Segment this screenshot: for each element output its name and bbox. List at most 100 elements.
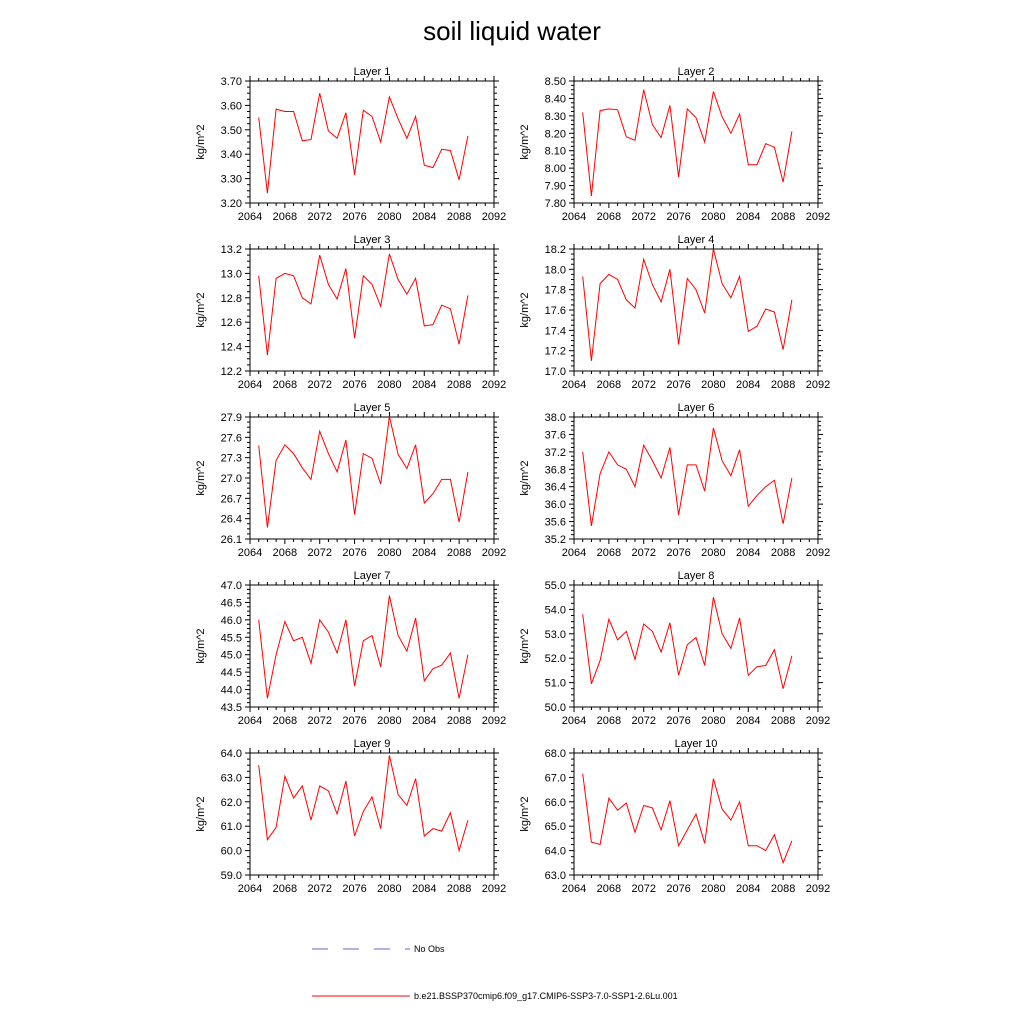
panel-2-xtick-label: 2068: [597, 211, 621, 223]
panel-6-xtick-label: 2080: [701, 547, 725, 559]
panel-4-xtick-label: 2092: [806, 379, 830, 391]
panel-8-ytick-label: 50.0: [545, 702, 566, 714]
panel-8-xtick-label: 2092: [806, 715, 830, 727]
panel-8-xtick-label: 2084: [736, 715, 760, 727]
panel-5-xtick-label: 2088: [447, 547, 471, 559]
panel-9-series-line: [258, 755, 469, 853]
panel-9-frame: [249, 752, 495, 876]
panel-8-ytick-label: 53.0: [545, 629, 566, 641]
panel-4-xtick-label: 2076: [666, 379, 690, 391]
panel-6-xtick-label: 2076: [666, 547, 690, 559]
panel-8-ytick-label: 52.0: [545, 653, 566, 665]
panel-9-ytick-label: 64.0: [221, 748, 242, 760]
panel-4-xtick-label: 2088: [771, 379, 795, 391]
panel-3-xtick-label: 2080: [377, 379, 401, 391]
panel-6: Layer 6 35.2 35.6 36.0 36.4 36.8 37.2 37.6 38.0 2…: [519, 402, 830, 559]
panel-6-ytick-label: 35.6: [545, 517, 566, 529]
panel-9: Layer 9 59.0 60.0 61.0 62.0 63.0 64.0 2064 2068 2…: [195, 738, 506, 895]
panel-6-ytick-label: 38.0: [545, 412, 566, 424]
panel-8: Layer 8 50.0 51.0 52.0 53.0 54.0 55.0 2064 2068 2…: [519, 570, 830, 727]
panel-6-ytick-label: 37.6: [545, 429, 566, 441]
panel-7-xtick-label: 2080: [377, 715, 401, 727]
panel-4-series-line: [582, 248, 793, 361]
panel-4-ytick-label: 18.2: [545, 244, 566, 256]
panel-2-xtick-label: 2080: [701, 211, 725, 223]
panel-4-xtick-label: 2068: [597, 379, 621, 391]
panel-3-xtick-label: 2088: [447, 379, 471, 391]
panel-3-series-line: [258, 253, 469, 356]
panel-7-ytick-label: 45.5: [221, 632, 242, 644]
panel-2-ytick-label: 8.10: [545, 146, 566, 158]
panel-6-xtick-label: 2068: [597, 547, 621, 559]
panel-5-frame: [249, 416, 495, 540]
panel-2-ytick-label: 8.30: [545, 111, 566, 123]
panel-4-ytick-label: 17.2: [545, 346, 566, 358]
panel-2-ytick-label: 8.40: [545, 93, 566, 105]
panel-4-xtick-label: 2080: [701, 379, 725, 391]
panel-10-ytick-label: 68.0: [545, 748, 566, 760]
panel-2: Layer 2 7.80 7.90 8.00 8.10 8.20 8.30 8.40 8.50 2…: [519, 66, 830, 223]
panel-4-ytick-label: 17.6: [545, 305, 566, 317]
panel-2-ytick-label: 7.80: [545, 198, 566, 210]
panel-8-ytick-label: 51.0: [545, 678, 566, 690]
panel-3-xtick-label: 2072: [307, 379, 331, 391]
panel-2-xtick-label: 2084: [736, 211, 760, 223]
panel-6-xtick-label: 2072: [631, 547, 655, 559]
panel-2-ytick-label: 7.90: [545, 181, 566, 193]
panel-7-ytick-label: 44.5: [221, 667, 242, 679]
panel-3-ylabel: kg/m^2: [195, 292, 207, 327]
panel-10-ytick-label: 67.0: [545, 772, 566, 784]
panel-10-series-line: [582, 773, 793, 865]
panel-8-ytick-label: 55.0: [545, 580, 566, 592]
panel-1-xtick-label: 2092: [482, 211, 506, 223]
panel-7-title: Layer 7: [354, 570, 391, 582]
panel-7-series-line: [258, 595, 469, 699]
panel-9-xtick-label: 2092: [482, 883, 506, 895]
panel-9-xtick-label: 2072: [307, 883, 331, 895]
panel-4-xtick-label: 2084: [736, 379, 760, 391]
panel-7-xtick-label: 2076: [342, 715, 366, 727]
panel-4-ytick-label: 17.4: [545, 325, 566, 337]
panel-6-xtick-label: 2064: [562, 547, 586, 559]
panel-8-xtick-label: 2088: [771, 715, 795, 727]
panel-5-xtick-label: 2080: [377, 547, 401, 559]
panel-5: Layer 5 26.1 26.4 26.7 27.0 27.3 27.6 27.9 2064 2…: [195, 402, 506, 559]
panel-8-title: Layer 8: [678, 570, 715, 582]
panel-4-frame: [573, 248, 819, 372]
panel-7-ytick-label: 43.5: [221, 702, 242, 714]
panel-10-xtick-label: 2088: [771, 883, 795, 895]
panel-7-ytick-label: 44.0: [221, 685, 242, 697]
panel-4: Layer 4 17.0 17.2 17.4 17.6 17.8 18.0 18.2 2064 2…: [519, 234, 830, 391]
panel-9-ytick-label: 61.0: [221, 821, 242, 833]
panel-6-frame: [573, 416, 819, 540]
panel-10-xtick-label: 2072: [631, 883, 655, 895]
panel-2-xtick-label: 2076: [666, 211, 690, 223]
panel-6-ytick-label: 36.0: [545, 499, 566, 511]
panel-8-xtick-label: 2064: [562, 715, 586, 727]
panel-1-ytick-label: 3.60: [221, 100, 242, 112]
panel-6-xtick-label: 2088: [771, 547, 795, 559]
legend: No Obs b.e21.BSSP370cmip6.f09_g17.CMIP6-…: [312, 944, 678, 1001]
panel-2-xtick-label: 2064: [562, 211, 586, 223]
panel-5-ytick-label: 26.1: [221, 534, 242, 546]
panel-4-ytick-label: 17.8: [545, 285, 566, 297]
panel-5-ytick-label: 26.7: [221, 493, 242, 505]
panel-2-series-line: [582, 89, 793, 197]
panel-5-ytick-label: 27.9: [221, 412, 242, 424]
panel-9-xtick-label: 2088: [447, 883, 471, 895]
panel-3-title: Layer 3: [354, 234, 391, 246]
panel-10-ylabel: kg/m^2: [519, 796, 531, 831]
panel-2-ytick-label: 8.20: [545, 128, 566, 140]
panel-3-xtick-label: 2064: [238, 379, 262, 391]
panel-3: Layer 3 12.2 12.4 12.6 12.8 13.0 13.2 2064 2068 2…: [195, 234, 506, 391]
panel-4-ylabel: kg/m^2: [519, 292, 531, 327]
panel-9-xtick-label: 2068: [273, 883, 297, 895]
panel-6-ytick-label: 36.8: [545, 464, 566, 476]
panel-10-xtick-label: 2080: [701, 883, 725, 895]
panel-9-ytick-label: 59.0: [221, 870, 242, 882]
panel-5-ylabel: kg/m^2: [195, 460, 207, 495]
panel-1-xtick-label: 2080: [377, 211, 401, 223]
chart-title: soil liquid water: [423, 16, 601, 46]
